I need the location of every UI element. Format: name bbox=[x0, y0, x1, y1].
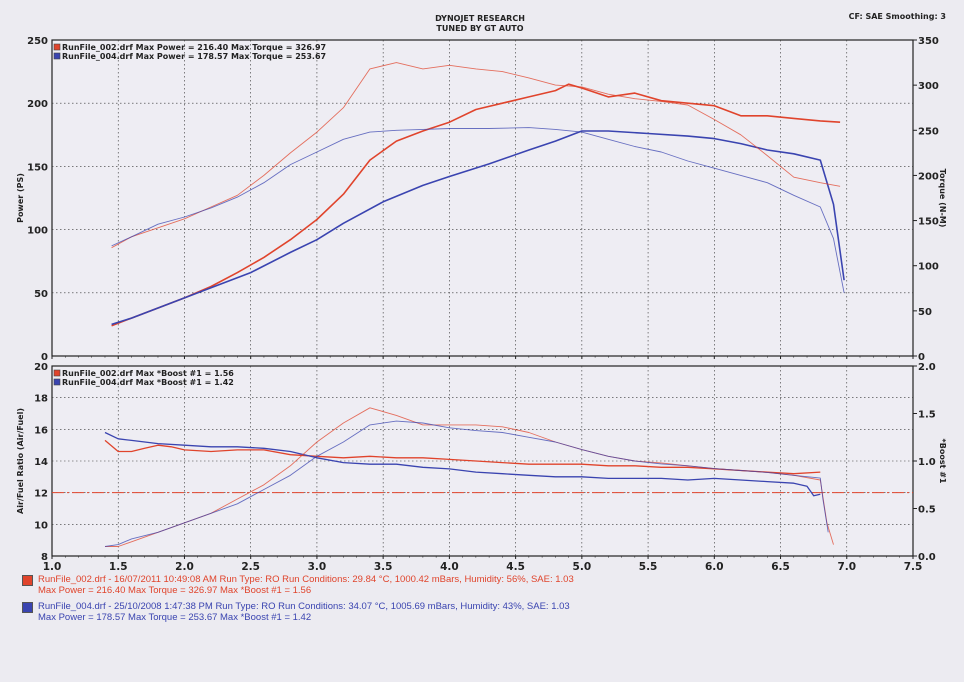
series-line-2 bbox=[111, 130, 845, 326]
x-tick-label: 1.0 bbox=[43, 561, 62, 572]
x-tick-label: 3.0 bbox=[308, 561, 327, 572]
series-line-1 bbox=[104, 439, 821, 475]
y-right-tick-label: 300 bbox=[918, 81, 939, 92]
series-line-1 bbox=[111, 83, 841, 327]
run1-details: RunFile_002.drf - 16/07/2011 10:49:08 AM… bbox=[38, 574, 574, 585]
y-tick-label: 14 bbox=[34, 457, 48, 468]
x-tick-label: 2.5 bbox=[241, 561, 260, 572]
series-line-3 bbox=[111, 62, 841, 249]
y-tick-label: 8 bbox=[41, 552, 48, 563]
y-tick-label: 200 bbox=[27, 99, 48, 110]
y-right-tick-label: 2.0 bbox=[918, 362, 936, 373]
legend-swatch bbox=[53, 369, 61, 377]
afr-boost-panel: 1.0 1.5 2.0 2.5 3.0 3.5 4.0 4.5 5.0 5.5 6.0 6.5 7.0 7… bbox=[16, 362, 947, 580]
chart-subtitle: TUNED BY GT AUTO bbox=[436, 24, 523, 33]
y-tick-label: 12 bbox=[34, 489, 48, 500]
y-right-axis-label: *Boost #1 bbox=[938, 439, 947, 484]
y-right-tick-label: 250 bbox=[918, 126, 939, 137]
y-right-axis-label: Torque (N-M) bbox=[938, 169, 947, 228]
y-right-tick-label: 1.0 bbox=[918, 457, 936, 468]
y-tick-label: 100 bbox=[27, 226, 48, 237]
series-line-4 bbox=[111, 127, 845, 293]
x-tick-label: 7.5 bbox=[904, 561, 923, 572]
run-summary-item-2: RunFile_004.drf - 25/10/2008 1:47:38 PM … bbox=[22, 601, 952, 623]
y-right-tick-label: 350 bbox=[918, 36, 939, 47]
chart-title: DYNOJET RESEARCH bbox=[435, 14, 525, 23]
y-right-tick-label: 0.5 bbox=[918, 505, 936, 516]
power-torque-panel: 0 50 100 150 200 250 0 50 100 150 200 250 300 350 Powe… bbox=[16, 36, 947, 363]
run2-details: RunFile_004.drf - 25/10/2008 1:47:38 PM … bbox=[38, 601, 570, 612]
legend-swatch bbox=[53, 43, 61, 51]
legend-entry: RunFile_004.drf Max Power = 178.57 Max T… bbox=[62, 52, 326, 61]
y-tick-label: 150 bbox=[27, 162, 48, 173]
y-tick-label: 10 bbox=[34, 520, 48, 531]
y-right-tick-label: 100 bbox=[918, 262, 939, 273]
run2-maxima: Max Power = 178.57 Max Torque = 253.67 M… bbox=[38, 612, 312, 623]
legend-entry: RunFile_002.drf Max Power = 216.40 Max T… bbox=[62, 43, 326, 52]
y-right-tick-label: 150 bbox=[918, 217, 939, 228]
legend-entry: RunFile_004.drf Max *Boost #1 = 1.42 bbox=[62, 378, 234, 387]
x-tick-label: 3.5 bbox=[374, 561, 393, 572]
y-right-tick-label: 200 bbox=[918, 171, 939, 182]
y-tick-label: 16 bbox=[34, 425, 48, 436]
y-tick-label: 18 bbox=[34, 394, 48, 405]
y-axis-label: Air/Fuel Ratio (Air/Fuel) bbox=[16, 408, 25, 514]
x-tick-label: 5.5 bbox=[639, 561, 658, 572]
y-tick-label: 0 bbox=[41, 352, 48, 363]
series-line-2 bbox=[104, 431, 821, 497]
run1-maxima: Max Power = 216.40 Max Torque = 326.97 M… bbox=[38, 585, 312, 596]
x-tick-label: 7.0 bbox=[837, 561, 856, 572]
run1-swatch bbox=[22, 575, 33, 586]
run-summary: RunFile_002.drf - 16/07/2011 10:49:08 AM… bbox=[22, 574, 952, 628]
plot-area bbox=[51, 39, 914, 357]
run2-swatch bbox=[22, 602, 33, 613]
y-tick-label: 50 bbox=[34, 289, 48, 300]
legend-entry: RunFile_002.drf Max *Boost #1 = 1.56 bbox=[62, 369, 234, 378]
legend-swatch bbox=[53, 52, 61, 60]
run-summary-item-1: RunFile_002.drf - 16/07/2011 10:49:08 AM… bbox=[22, 574, 952, 596]
x-tick-label: 4.5 bbox=[506, 561, 525, 572]
y-right-tick-label: 0 bbox=[918, 352, 925, 363]
y-right-tick-label: 50 bbox=[918, 307, 932, 318]
x-axis-label: Engine Speed (RPM x1000) bbox=[422, 571, 544, 572]
y-axis-label: Power (PS) bbox=[16, 173, 25, 223]
y-right-tick-label: 0.0 bbox=[918, 552, 936, 563]
x-tick-label: 5.0 bbox=[573, 561, 592, 572]
x-tick-label: 6.5 bbox=[771, 561, 790, 572]
dyno-chart: DYNOJET RESEARCH TUNED BY GT AUTO CF: SA… bbox=[16, 12, 947, 580]
y-right-tick-label: 1.5 bbox=[918, 410, 936, 421]
x-tick-label: 2.0 bbox=[175, 561, 194, 572]
y-tick-label: 20 bbox=[34, 362, 48, 373]
legend-swatch bbox=[53, 378, 61, 386]
series-line-4 bbox=[104, 420, 829, 547]
y-tick-label: 250 bbox=[27, 36, 48, 47]
x-tick-label: 4.0 bbox=[440, 561, 459, 572]
x-tick-label: 1.5 bbox=[109, 561, 128, 572]
settings-label: CF: SAE Smoothing: 3 bbox=[849, 12, 946, 21]
x-tick-label: 6.0 bbox=[705, 561, 724, 572]
